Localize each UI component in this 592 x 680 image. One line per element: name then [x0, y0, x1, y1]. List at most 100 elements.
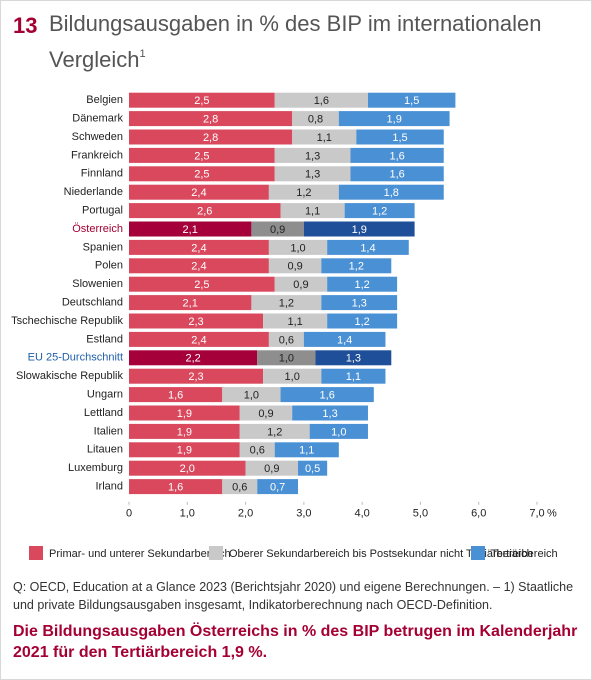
value-label: 1,6	[320, 390, 335, 402]
bar-segment	[263, 368, 322, 384]
legend-label: Tertiärbereich	[491, 548, 558, 560]
legend-swatch	[29, 546, 43, 560]
category-label: Schweden	[72, 131, 123, 143]
bar-segment	[129, 221, 252, 237]
bar-segment	[309, 423, 368, 439]
bar-segment	[239, 405, 293, 421]
title-text: Bildungsausgaben in % des BIP im interna…	[49, 11, 542, 72]
value-label: 2,1	[183, 298, 198, 310]
bar-segment	[338, 184, 444, 200]
bar-segment	[274, 92, 368, 108]
bar-segment	[129, 313, 264, 329]
value-label: 1,3	[322, 408, 337, 420]
bar-segment	[251, 295, 322, 311]
bar-segment	[129, 92, 275, 108]
conclusion: Die Bildungsausgaben Österreichs in % de…	[13, 623, 578, 661]
value-label: 1,2	[354, 316, 369, 328]
bar-segment	[129, 350, 258, 366]
value-label: 2,4	[191, 242, 206, 254]
category-label: Österreich	[72, 223, 123, 235]
value-label: 0,7	[270, 482, 285, 494]
value-label: 1,3	[305, 169, 320, 181]
bar-segment	[129, 295, 252, 311]
x-tick-label: 5,0	[413, 508, 428, 520]
value-label: 2,4	[191, 334, 206, 346]
legend-label: Oberer Sekundarbereich bis Postsekundar …	[229, 548, 533, 560]
bar-segment	[315, 350, 392, 366]
bar-segment	[292, 405, 368, 421]
x-unit: %	[547, 508, 557, 520]
value-label: 1,4	[360, 242, 375, 254]
value-label: 0,9	[287, 261, 302, 273]
value-label: 1,0	[290, 242, 305, 254]
value-label: 1,6	[389, 169, 404, 181]
value-label: 1,6	[389, 150, 404, 162]
bar-segment	[274, 166, 351, 182]
figure-number: 13	[13, 13, 38, 38]
bar-segment	[129, 166, 275, 182]
value-label: 1,9	[177, 408, 192, 420]
value-label: 0,9	[270, 224, 285, 236]
bar-segment	[129, 184, 269, 200]
value-label: 0,9	[258, 408, 273, 420]
value-label: 1,0	[244, 390, 259, 402]
x-tick-label: 4,0	[354, 508, 369, 520]
value-label: 0,8	[308, 114, 323, 126]
legend-label: Primar- und unterer Sekundarbereich	[49, 548, 231, 560]
x-tick-label: 7,0	[529, 508, 544, 520]
category-label: Finnland	[81, 168, 123, 180]
bar-segment	[274, 147, 351, 163]
value-label: 2,1	[183, 224, 198, 236]
x-tick-label: 0	[126, 508, 132, 520]
value-label: 1,9	[387, 114, 402, 126]
category-label: Litauen	[87, 444, 123, 456]
value-label: 1,1	[299, 445, 314, 457]
value-label: 0,6	[250, 445, 265, 457]
value-label: 2,5	[194, 150, 209, 162]
category-label: Irland	[95, 481, 123, 493]
bar-segment	[251, 221, 304, 237]
bar-segment	[292, 129, 357, 145]
value-label: 1,5	[404, 95, 419, 107]
bar-segment	[350, 166, 444, 182]
value-label: 2,2	[185, 353, 200, 365]
value-label: 1,3	[346, 353, 361, 365]
value-label: 1,5	[392, 132, 407, 144]
value-label: 2,3	[188, 316, 203, 328]
value-label: 1,0	[285, 371, 300, 383]
bar-segment	[129, 460, 246, 476]
value-label: 2,4	[191, 261, 206, 273]
bar-segment	[245, 460, 299, 476]
category-label: Slowakische Republik	[16, 370, 123, 382]
title-note: 1	[139, 48, 146, 60]
bar-segment	[338, 111, 450, 127]
value-label: 1,0	[331, 426, 346, 438]
value-label: 1,6	[168, 390, 183, 402]
bar-segment	[129, 479, 223, 495]
bar-segment	[292, 111, 339, 127]
bar-segment	[350, 147, 444, 163]
category-label: Niederlande	[64, 186, 123, 198]
bar-segment	[298, 460, 328, 476]
category-label: Lettland	[84, 407, 123, 419]
bar-segment	[257, 479, 299, 495]
value-label: 1,3	[352, 298, 367, 310]
category-label: Deutschland	[62, 297, 123, 309]
bar-segment	[303, 221, 415, 237]
bar-segment	[268, 184, 339, 200]
bar-segment	[321, 295, 398, 311]
x-tick-label: 3,0	[296, 508, 311, 520]
bar-segment	[222, 387, 281, 403]
x-tick-label: 6,0	[471, 508, 486, 520]
value-label: 0,6	[232, 482, 247, 494]
value-label: 2,5	[194, 95, 209, 107]
value-label: 1,2	[267, 426, 282, 438]
value-label: 1,6	[314, 95, 329, 107]
bar-segment	[257, 350, 316, 366]
value-label: 2,8	[203, 132, 218, 144]
value-label: 1,1	[287, 316, 302, 328]
value-label: 1,1	[317, 132, 332, 144]
value-label: 2,5	[194, 169, 209, 181]
value-label: 1,6	[168, 482, 183, 494]
bar-segment	[222, 479, 258, 495]
